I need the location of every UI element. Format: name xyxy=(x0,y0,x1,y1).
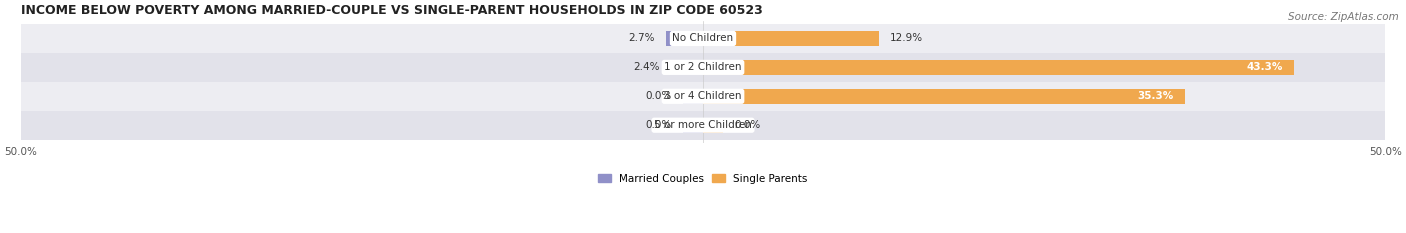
Bar xyxy=(703,118,724,133)
Bar xyxy=(666,31,703,46)
Legend: Married Couples, Single Parents: Married Couples, Single Parents xyxy=(599,174,807,184)
Text: 5 or more Children: 5 or more Children xyxy=(654,120,752,130)
Text: 43.3%: 43.3% xyxy=(1247,62,1284,72)
Bar xyxy=(21,111,1385,140)
Bar xyxy=(671,60,703,75)
Bar xyxy=(21,82,1385,111)
Text: No Children: No Children xyxy=(672,34,734,44)
Text: 1 or 2 Children: 1 or 2 Children xyxy=(664,62,742,72)
Text: 35.3%: 35.3% xyxy=(1137,91,1174,101)
Text: 12.9%: 12.9% xyxy=(890,34,924,44)
Text: 2.4%: 2.4% xyxy=(633,62,659,72)
Text: 0.0%: 0.0% xyxy=(734,120,761,130)
Text: 2.7%: 2.7% xyxy=(628,34,655,44)
Text: 0.0%: 0.0% xyxy=(645,91,672,101)
Text: INCOME BELOW POVERTY AMONG MARRIED-COUPLE VS SINGLE-PARENT HOUSEHOLDS IN ZIP COD: INCOME BELOW POVERTY AMONG MARRIED-COUPL… xyxy=(21,4,762,17)
Bar xyxy=(703,31,879,46)
Bar xyxy=(682,89,703,104)
Text: Source: ZipAtlas.com: Source: ZipAtlas.com xyxy=(1288,12,1399,22)
Text: 3 or 4 Children: 3 or 4 Children xyxy=(664,91,742,101)
Text: 0.0%: 0.0% xyxy=(645,120,672,130)
Bar xyxy=(703,60,1294,75)
Bar xyxy=(682,118,703,133)
Bar xyxy=(703,89,1185,104)
Bar xyxy=(21,24,1385,53)
Bar xyxy=(21,53,1385,82)
